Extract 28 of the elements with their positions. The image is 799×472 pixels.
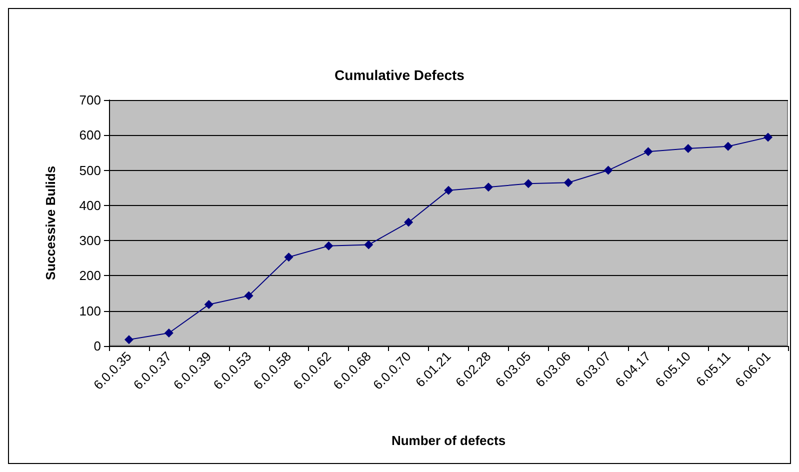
y-tick-label: 100 bbox=[79, 303, 101, 318]
point bbox=[564, 178, 573, 188]
point bbox=[764, 132, 773, 142]
chart-title: Cumulative Defects bbox=[334, 67, 465, 83]
point bbox=[684, 144, 693, 153]
y-tick-label: 600 bbox=[79, 128, 101, 143]
point bbox=[724, 142, 733, 151]
point bbox=[604, 166, 613, 175]
y-tick-label: 500 bbox=[79, 162, 101, 178]
y-tick-label: 200 bbox=[79, 268, 101, 284]
point bbox=[484, 182, 493, 192]
x-axis-title: Number of defects bbox=[391, 433, 506, 448]
point bbox=[204, 300, 214, 310]
point bbox=[164, 328, 174, 338]
point bbox=[324, 241, 334, 250]
y-tick-label: 300 bbox=[79, 233, 101, 248]
y-tick-label: 0 bbox=[94, 338, 101, 354]
point bbox=[644, 147, 653, 156]
point bbox=[364, 240, 374, 250]
point bbox=[444, 186, 453, 195]
point bbox=[284, 252, 294, 262]
point bbox=[524, 179, 533, 188]
y-tick-label: 400 bbox=[79, 198, 101, 213]
point bbox=[244, 291, 254, 300]
y-axis-title: Successive Bulids bbox=[43, 166, 58, 280]
point bbox=[404, 218, 414, 227]
point bbox=[124, 335, 134, 344]
y-tick-label: 700 bbox=[79, 92, 101, 108]
